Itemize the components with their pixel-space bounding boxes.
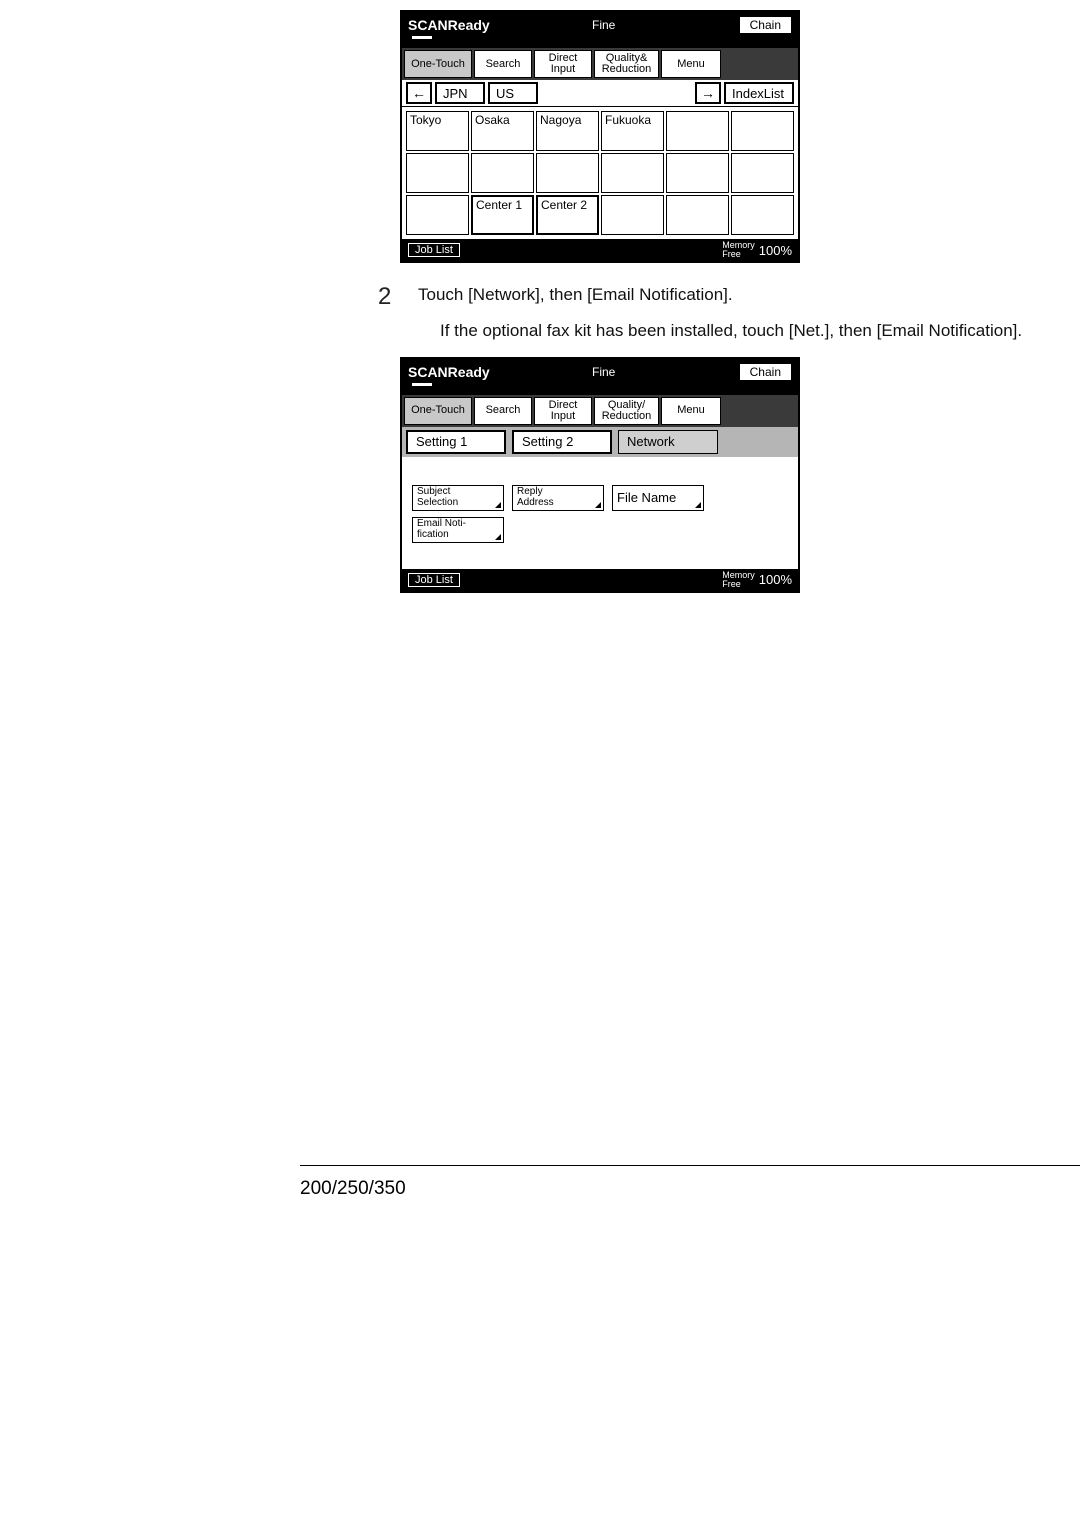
memory-free-value: 100% bbox=[759, 572, 792, 587]
dest-cell[interactable]: Center 1 bbox=[471, 195, 534, 235]
dest-cell[interactable] bbox=[406, 153, 469, 193]
nav-indexlist[interactable]: IndexList bbox=[724, 82, 794, 104]
step-main-text: Touch [Network], then [Email Notificatio… bbox=[418, 283, 733, 307]
corner-icon bbox=[695, 502, 701, 508]
scan-ready-label: SCANReady bbox=[402, 364, 490, 380]
step-2-row: 2 Touch [Network], then [Email Notificat… bbox=[378, 283, 1080, 311]
dest-cell[interactable] bbox=[471, 153, 534, 193]
page-footer-text: 200/250/350 bbox=[300, 1178, 406, 1200]
tab-one-touch[interactable]: One-Touch bbox=[404, 397, 472, 425]
lcd-panel-2: SCANReady Fine Chain One-Touch Search Di… bbox=[400, 357, 800, 593]
dest-cell[interactable] bbox=[406, 195, 469, 235]
dest-cell[interactable]: Center 2 bbox=[536, 195, 599, 235]
tab-search[interactable]: Search bbox=[474, 50, 532, 78]
dest-cell[interactable]: Fukuoka bbox=[601, 111, 664, 151]
lcd2-tab-row: One-Touch Search DirectInput Quality/Red… bbox=[402, 395, 798, 427]
mode-label: Fine bbox=[592, 18, 615, 32]
step-number: 2 bbox=[378, 283, 418, 311]
nav-jpn[interactable]: JPN bbox=[435, 82, 485, 104]
dest-cell[interactable] bbox=[731, 195, 794, 235]
chain-button[interactable]: Chain bbox=[739, 16, 792, 34]
lcd-panel-1: SCANReady Fine Chain One-Touch Search Di… bbox=[400, 10, 800, 263]
dest-cell[interactable] bbox=[601, 153, 664, 193]
dest-cell[interactable] bbox=[536, 153, 599, 193]
file-name-button[interactable]: File Name bbox=[612, 485, 704, 511]
arrow-left-icon[interactable]: ← bbox=[406, 82, 432, 104]
dest-cell[interactable] bbox=[666, 111, 729, 151]
step-sub-text: If the optional fax kit has been install… bbox=[440, 319, 1080, 343]
memory-free-label: MemoryFree bbox=[722, 571, 755, 589]
tab-menu[interactable]: Menu bbox=[661, 397, 721, 425]
dest-cell[interactable]: Osaka bbox=[471, 111, 534, 151]
tab-one-touch[interactable]: One-Touch bbox=[404, 50, 472, 78]
lcd2-footer: Job List MemoryFree 100% bbox=[402, 569, 798, 591]
dest-cell[interactable] bbox=[731, 111, 794, 151]
email-notification-button[interactable]: Email Noti-fication bbox=[412, 517, 504, 543]
corner-icon bbox=[495, 534, 501, 540]
corner-icon bbox=[495, 502, 501, 508]
lcd2-setting-row: Setting 1 Setting 2 Network bbox=[402, 427, 798, 457]
corner-icon bbox=[595, 502, 601, 508]
lcd1-header: SCANReady Fine Chain bbox=[402, 12, 798, 38]
opt-label: ReplyAddress bbox=[517, 487, 554, 508]
scan-ready-label: SCANReady bbox=[402, 17, 490, 33]
setting-2-button[interactable]: Setting 2 bbox=[512, 430, 612, 454]
job-list-button[interactable]: Job List bbox=[408, 243, 460, 257]
footer-divider bbox=[300, 1165, 1080, 1166]
setting-1-button[interactable]: Setting 1 bbox=[406, 430, 506, 454]
dest-cell[interactable] bbox=[601, 195, 664, 235]
opt-label: SubjectSelection bbox=[417, 487, 458, 508]
tab-quality-reduction[interactable]: Quality&Reduction bbox=[594, 50, 659, 78]
tab-search[interactable]: Search bbox=[474, 397, 532, 425]
mode-label: Fine bbox=[592, 365, 615, 379]
arrow-right-icon[interactable]: → bbox=[695, 82, 721, 104]
dest-cell[interactable] bbox=[731, 153, 794, 193]
tab-menu[interactable]: Menu bbox=[661, 50, 721, 78]
lcd1-nav-row: ← JPN US → IndexList bbox=[402, 80, 798, 107]
memory-free-label: MemoryFree bbox=[722, 241, 755, 259]
lcd1-subheader bbox=[402, 38, 798, 48]
chain-button[interactable]: Chain bbox=[739, 363, 792, 381]
tab-direct-input[interactable]: DirectInput bbox=[534, 50, 592, 78]
lcd1-footer: Job List MemoryFree 100% bbox=[402, 239, 798, 261]
nav-us[interactable]: US bbox=[488, 82, 538, 104]
memory-free-value: 100% bbox=[759, 243, 792, 258]
lcd2-body: SubjectSelection ReplyAddress File Name … bbox=[402, 457, 798, 569]
lcd1-tab-row: One-Touch Search DirectInput Quality&Red… bbox=[402, 48, 798, 80]
opt-label: File Name bbox=[617, 491, 676, 505]
dest-cell[interactable]: Nagoya bbox=[536, 111, 599, 151]
network-button[interactable]: Network bbox=[618, 430, 718, 454]
reply-address-button[interactable]: ReplyAddress bbox=[512, 485, 604, 511]
dest-cell[interactable] bbox=[666, 195, 729, 235]
tab-direct-input[interactable]: DirectInput bbox=[534, 397, 592, 425]
opt-label: Email Noti-fication bbox=[417, 519, 466, 540]
lcd2-header: SCANReady Fine Chain bbox=[402, 359, 798, 385]
lcd2-subheader bbox=[402, 385, 798, 395]
lcd1-destination-grid: Tokyo Osaka Nagoya Fukuoka Center 1 Cent… bbox=[402, 107, 798, 239]
job-list-button[interactable]: Job List bbox=[408, 573, 460, 587]
subject-selection-button[interactable]: SubjectSelection bbox=[412, 485, 504, 511]
tab-quality-reduction[interactable]: Quality/Reduction bbox=[594, 397, 659, 425]
dest-cell[interactable]: Tokyo bbox=[406, 111, 469, 151]
dest-cell[interactable] bbox=[666, 153, 729, 193]
